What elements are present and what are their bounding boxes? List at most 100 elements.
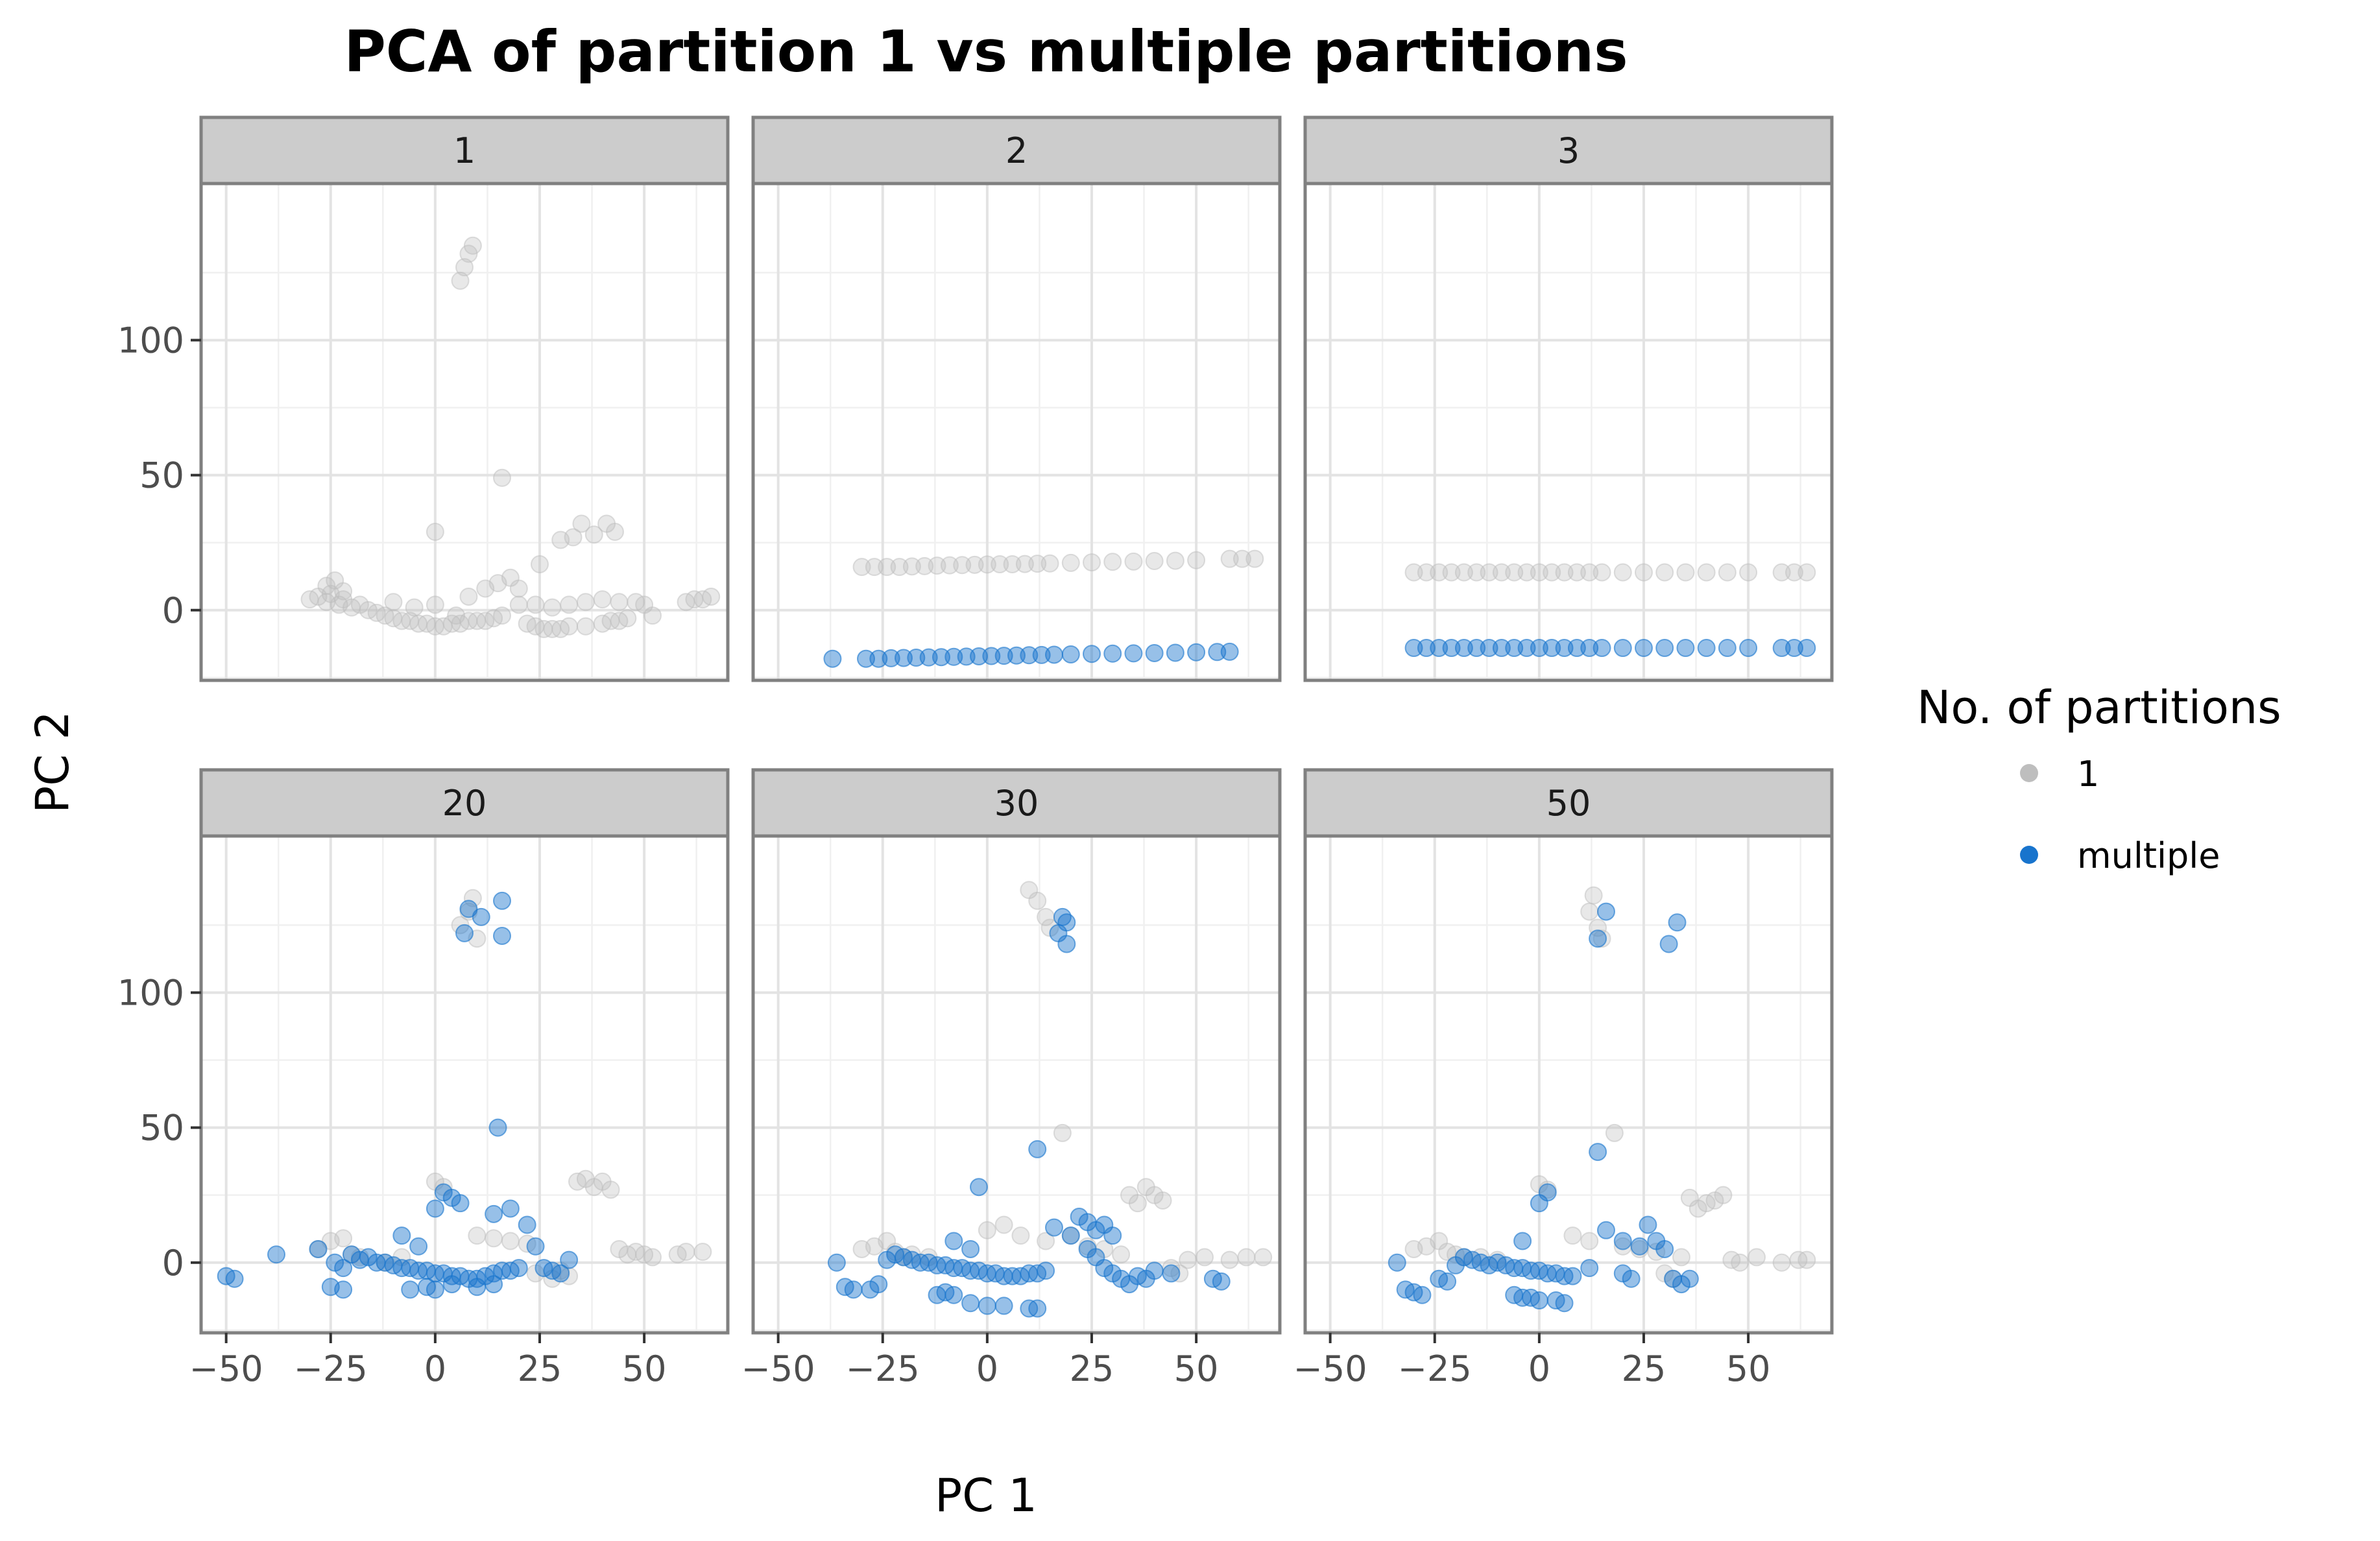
y-tick-label: 50: [139, 455, 184, 496]
data-point: [1103, 644, 1122, 663]
facet-panel-30: 30: [751, 768, 1282, 1335]
data-point: [451, 916, 470, 935]
panel-background: [753, 836, 1280, 1333]
facet-strip: [751, 768, 1282, 838]
data-point: [1567, 639, 1586, 658]
data-point: [1593, 639, 1611, 658]
data-point: [953, 556, 972, 575]
data-point: [442, 1275, 461, 1294]
data-point: [1245, 549, 1264, 568]
data-point: [1028, 1140, 1047, 1158]
x-tick-label: 25: [1622, 1348, 1666, 1389]
x-tick-label: 25: [518, 1348, 562, 1389]
data-point: [451, 271, 470, 290]
data-point: [1417, 639, 1436, 658]
data-point: [1187, 643, 1206, 662]
data-point: [1772, 1253, 1791, 1272]
data-point: [1015, 555, 1034, 573]
panel-background: [1305, 836, 1832, 1333]
data-point: [1605, 1123, 1624, 1142]
data-point: [1613, 563, 1632, 582]
data-point: [965, 555, 984, 574]
data-point: [1505, 639, 1524, 658]
data-point: [1555, 639, 1574, 658]
facet-strip: [199, 115, 730, 185]
data-point: [1530, 639, 1548, 658]
data-point: [1040, 554, 1059, 573]
data-point: [1563, 1267, 1582, 1285]
x-tick-label: −50: [189, 1348, 263, 1389]
data-point: [1212, 1272, 1231, 1291]
x-tick-label: 50: [1174, 1348, 1219, 1389]
data-point: [1187, 551, 1206, 569]
data-point: [677, 1243, 695, 1261]
data-point: [1153, 1191, 1172, 1210]
data-point: [493, 927, 511, 946]
data-point: [1037, 1232, 1055, 1250]
data-point: [1413, 1285, 1432, 1304]
data-point: [1772, 639, 1791, 658]
panel-border: [199, 834, 730, 1335]
data-point: [1208, 643, 1227, 662]
data-point: [1053, 1123, 1072, 1142]
data-point: [309, 1239, 328, 1258]
panel-border: [1303, 834, 1834, 1335]
data-point: [618, 609, 637, 628]
data-point: [1480, 639, 1498, 658]
facet-strip-label: 20: [442, 783, 487, 824]
data-point: [426, 523, 444, 542]
data-point: [459, 245, 478, 263]
data-point: [1668, 913, 1687, 932]
data-point: [334, 582, 353, 601]
data-point: [1635, 563, 1653, 582]
data-point: [1254, 1248, 1273, 1267]
data-point: [1517, 563, 1536, 582]
data-point: [1032, 645, 1051, 664]
data-point: [564, 528, 583, 547]
data-point: [485, 1229, 503, 1248]
data-point: [1655, 1239, 1674, 1258]
data-point: [1124, 644, 1143, 663]
data-point: [1061, 1226, 1080, 1245]
data-point: [1145, 551, 1164, 570]
data-point: [961, 1239, 980, 1258]
data-point: [560, 595, 579, 614]
data-point: [919, 648, 938, 667]
data-point: [970, 1178, 988, 1197]
data-point: [1061, 645, 1080, 664]
data-point: [576, 617, 595, 636]
data-point: [928, 556, 946, 575]
facet-strip: [1303, 115, 1834, 185]
data-point: [1505, 563, 1524, 582]
data-point: [1580, 902, 1599, 921]
data-point: [1580, 1232, 1599, 1250]
data-point: [509, 595, 528, 614]
data-point: [1655, 563, 1674, 582]
facet-strip-label: 1: [453, 130, 475, 171]
data-point: [401, 1280, 420, 1299]
x-tick-label: 50: [1726, 1348, 1771, 1389]
data-point: [501, 1232, 520, 1250]
data-point: [991, 555, 1009, 573]
data-point: [1028, 891, 1047, 910]
data-point: [526, 595, 545, 614]
legend-key-multiple: [2020, 846, 2038, 864]
facet-strip-label: 30: [994, 783, 1039, 824]
data-point: [1739, 639, 1758, 658]
data-point: [895, 649, 913, 667]
facet-strip-label: 2: [1005, 130, 1028, 171]
data-point: [447, 606, 466, 625]
data-point: [865, 558, 883, 577]
data-point: [459, 900, 478, 918]
data-point: [334, 1229, 353, 1248]
facet-panels: 1 2 3 20 30 50: [199, 115, 1834, 1335]
data-point: [501, 1199, 520, 1218]
chart-title: PCA of partition 1 vs multiple partition…: [344, 18, 1628, 85]
data-point: [543, 598, 562, 617]
data-point: [1659, 935, 1678, 953]
data-point: [1083, 645, 1101, 663]
data-point: [1233, 549, 1251, 568]
data-point: [1639, 1215, 1657, 1234]
data-point: [1220, 549, 1239, 568]
